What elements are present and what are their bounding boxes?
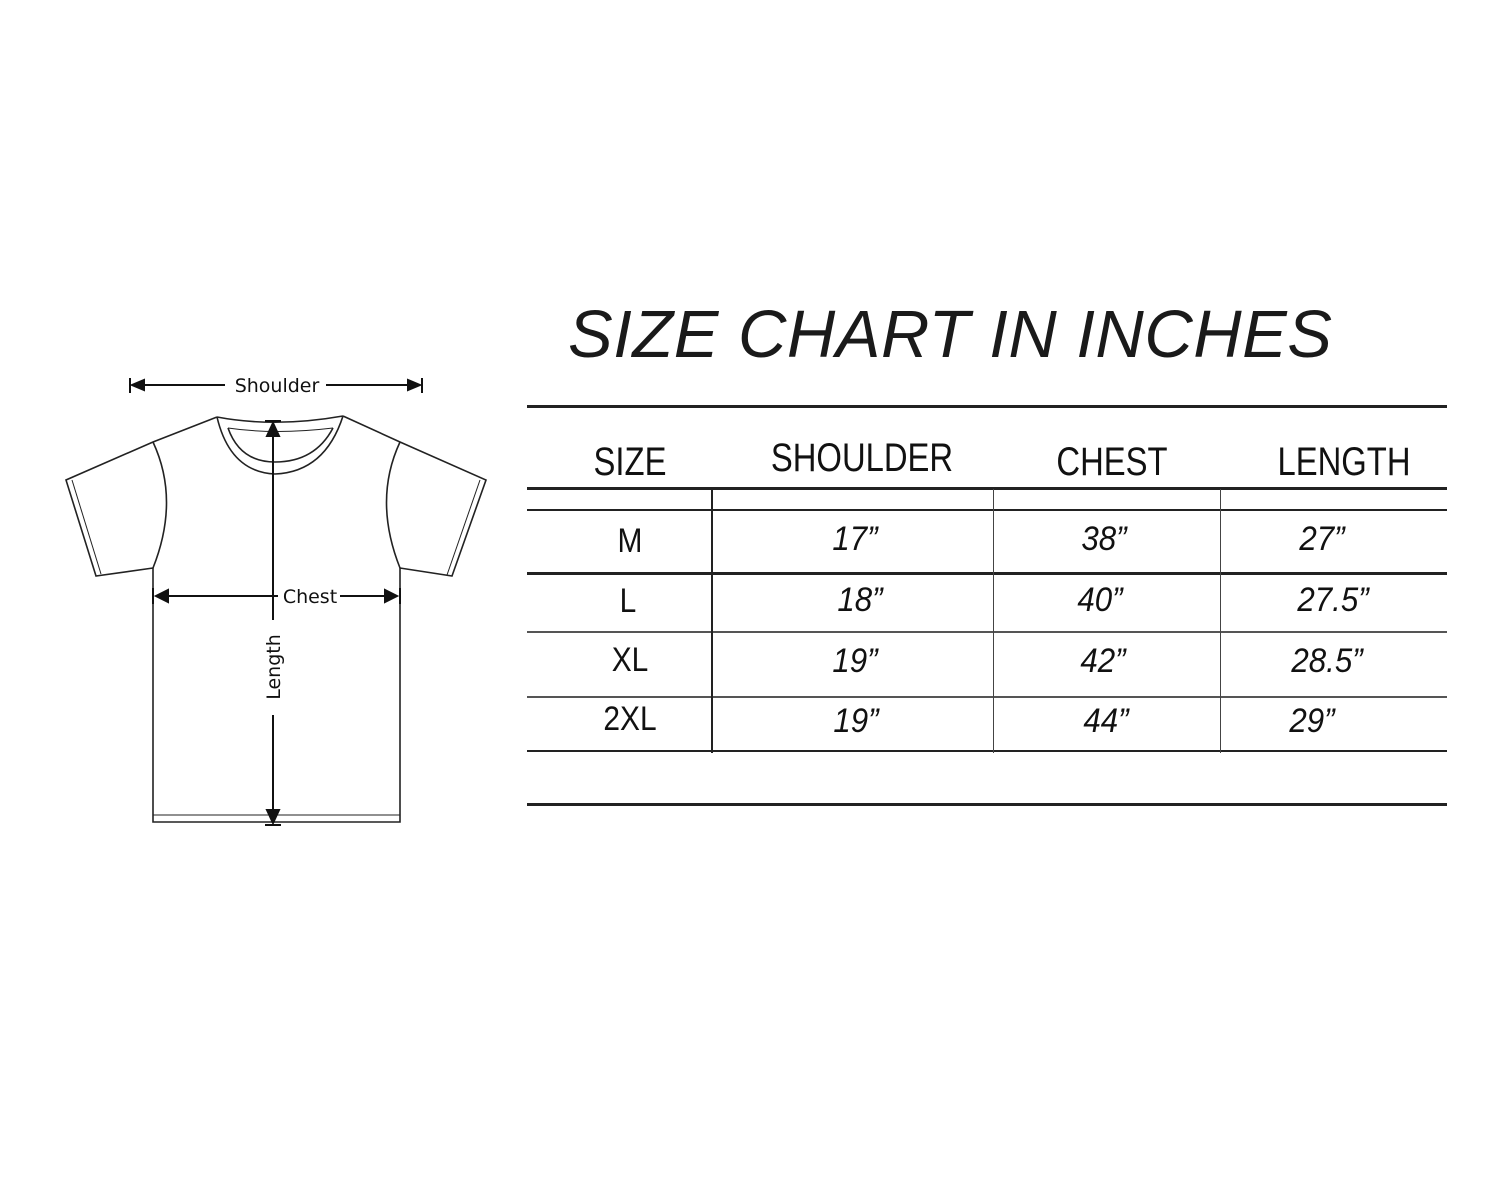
length-arrow: [265, 420, 281, 826]
cell-size: L: [619, 582, 637, 620]
cell-shoulder: 17”: [832, 520, 878, 558]
cell-length: 27.5”: [1297, 581, 1369, 619]
cell-length: 29”: [1289, 702, 1335, 740]
chest-arrow: [152, 588, 401, 604]
chest-label: Chest: [283, 586, 337, 608]
cell-chest: 42”: [1080, 642, 1126, 680]
page-title: SIZE CHART IN INCHES: [568, 297, 1333, 372]
table-rule: [527, 572, 1447, 575]
column-divider: [993, 489, 994, 753]
tshirt-outline: [65, 415, 488, 823]
table-rule: [527, 509, 1447, 511]
cell-shoulder: 19”: [833, 702, 879, 740]
table-rule: [527, 631, 1447, 633]
header-chest: CHEST: [1056, 440, 1168, 484]
cell-length: 27”: [1299, 520, 1345, 558]
column-divider: [1220, 489, 1221, 753]
cell-shoulder: 18”: [837, 581, 883, 619]
cell-length: 28.5”: [1291, 642, 1363, 680]
cell-size: XL: [611, 641, 649, 679]
cell-size: M: [617, 522, 643, 560]
length-label: Length: [263, 634, 285, 700]
table-rule: [527, 750, 1447, 752]
table-rule: [527, 405, 1447, 408]
header-length: LENGTH: [1277, 440, 1411, 484]
cell-chest: 40”: [1077, 581, 1123, 619]
table-rule: [527, 803, 1447, 806]
shoulder-arrow: [129, 378, 423, 393]
cell-chest: 44”: [1083, 702, 1129, 740]
table-rule: [527, 696, 1447, 698]
cell-chest: 38”: [1081, 520, 1127, 558]
shoulder-label: Shoulder: [235, 375, 320, 397]
header-shoulder: SHOULDER: [770, 436, 954, 480]
cell-shoulder: 19”: [832, 642, 878, 680]
column-divider: [711, 489, 713, 753]
tshirt-diagram: Shoulder Chest Length: [65, 375, 488, 826]
table-rule: [527, 487, 1447, 490]
cell-size: 2XL: [603, 700, 657, 738]
header-size: SIZE: [593, 440, 667, 484]
